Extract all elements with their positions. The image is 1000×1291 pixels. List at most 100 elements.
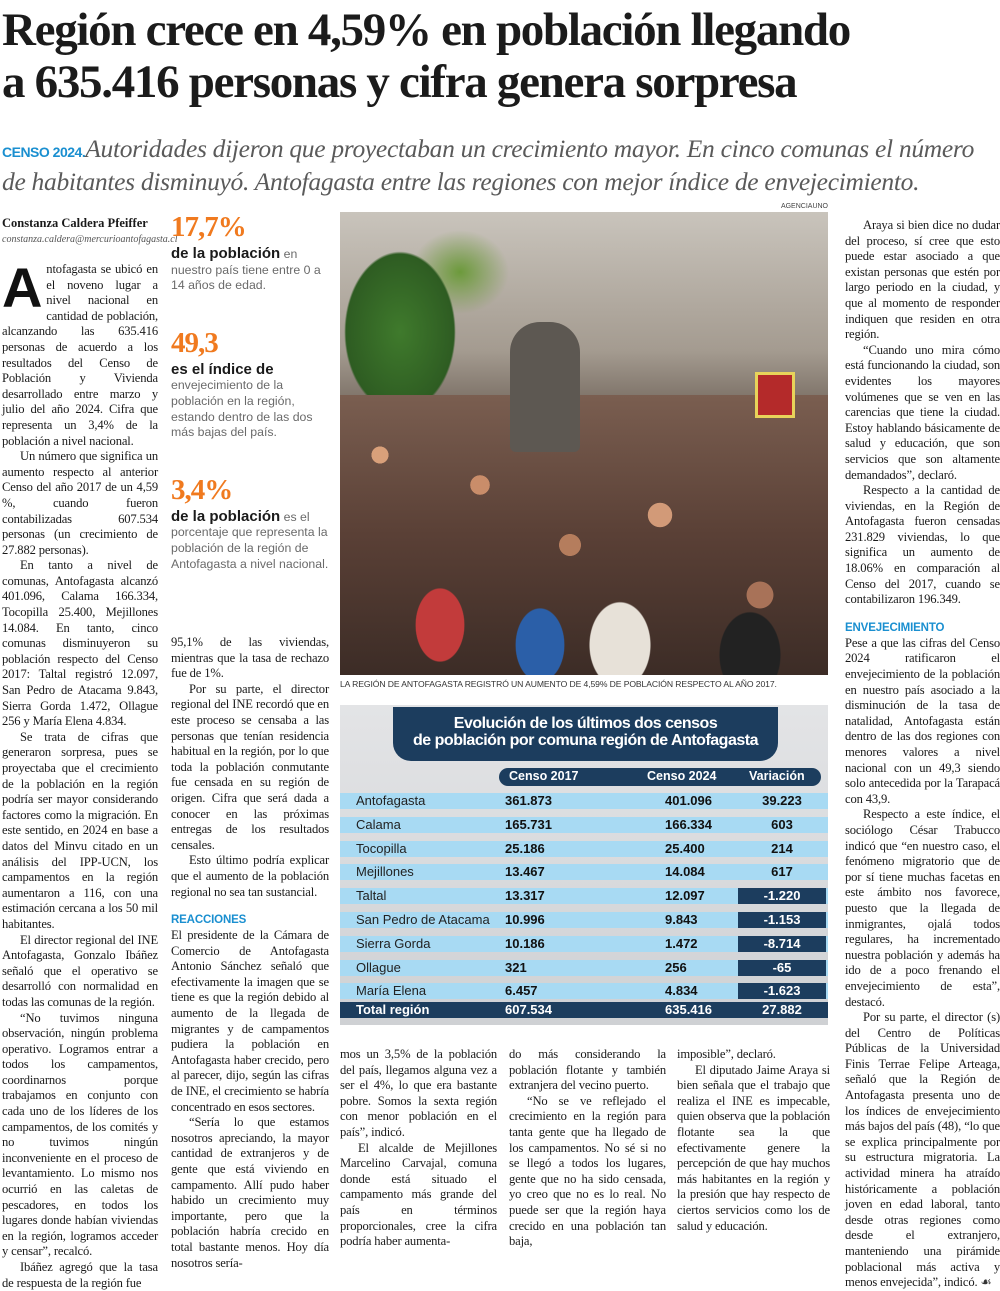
- crowd-photo: [340, 212, 828, 675]
- stat: 49,3 es el índice de envejecimiento de la…: [171, 328, 329, 441]
- paragraph: Pese a que las cifras del Censo 2024 rat…: [845, 636, 1000, 808]
- paragraph-text: “No tuvimos ninguna observación, ningún …: [2, 1010, 158, 1259]
- variacion-cell: 27.882: [762, 1002, 802, 1017]
- paragraph: Ibáñez agregó que la tasa de respuesta d…: [2, 1260, 158, 1291]
- variacion-cell: -8.714: [738, 935, 826, 952]
- column-3: mos un 3,5% de la población del país, ll…: [340, 1047, 497, 1250]
- paragraph-text: REACCIONES: [171, 914, 247, 927]
- paragraph-text: “Cuando uno mira cómo está funcionando l…: [845, 342, 1000, 482]
- stat-lead: de la población: [171, 245, 281, 262]
- paragraph-text: El presidente de la Cámara de Comercio d…: [171, 928, 329, 1114]
- stat-text: en nuestro país tiene entre 0 a 14 años …: [171, 247, 321, 293]
- paragraph-text: Esto último podría explicar que el aumen…: [171, 853, 329, 899]
- paragraph-text: Se trata de cifras que generaron sorpres…: [2, 729, 158, 931]
- variacion-cell: -1.220: [738, 888, 826, 905]
- paragraph-text: El director regional del INE Antofagasta…: [2, 932, 158, 1009]
- paragraph-text: ENVEJECIMIENTO: [845, 621, 945, 634]
- paragraph: do más considerando la población flotant…: [509, 1047, 666, 1094]
- paragraph-text: do más considerando la población flotant…: [509, 1047, 666, 1093]
- paragraph: El director regional del INE Antofagasta…: [2, 933, 158, 1011]
- paragraph-text: 95,1% de las viviendas, mientras que la …: [171, 635, 329, 681]
- paragraph-text: Por su parte, el director (s) del Centro…: [845, 1010, 1000, 1290]
- paragraph-text: Pese a que las cifras del Censo 2024 rat…: [845, 635, 1000, 806]
- section-heading: REACCIONES: [171, 912, 329, 928]
- table-header: Censo 2017 Censo 2024 Variación: [499, 768, 821, 786]
- stat-text: envejecimiento de la población en la reg…: [171, 378, 313, 440]
- censo-2024-cell: 12.097: [665, 888, 705, 904]
- variacion-cell: -65: [738, 959, 826, 976]
- paragraph: Respecto a la cantidad de viviendas, en …: [845, 483, 1000, 608]
- sign-image: [755, 372, 795, 418]
- variacion-cell: 214: [771, 840, 793, 856]
- variacion-cell: -1.623: [738, 983, 826, 1000]
- paragraph-text: Un número que significa un aumento respe…: [2, 449, 158, 557]
- paragraph: “No tuvimos ninguna observación, ningún …: [2, 1011, 158, 1261]
- censo-2017-cell: 165.731: [505, 816, 552, 832]
- paragraph: Por su parte, el director (s) del Centro…: [845, 1010, 1000, 1291]
- table-row: María Elena 6.457 4.834 -1.623: [340, 983, 828, 1000]
- censo-2024-cell: 401.096: [665, 793, 712, 808]
- paragraph-text: Araya si bien dice no dudar del proceso,…: [845, 218, 1000, 342]
- paragraph: El diputado Jaime Araya si bien señala q…: [677, 1063, 830, 1235]
- table-row: Antofagasta 361.873 401.096 39.223: [340, 793, 828, 809]
- paragraph: Esto último podría explicar que el aumen…: [171, 853, 329, 900]
- crowd-image: [340, 395, 828, 675]
- censo-2024-cell: 25.400: [665, 840, 705, 856]
- stat: 17,7% de la población en nuestro país tie…: [171, 212, 329, 294]
- censo-2024-cell: 9.843: [665, 912, 698, 927]
- table-title: Evolución de los últimos dos censos de po…: [393, 707, 778, 761]
- header-censo-2024: Censo 2024: [647, 769, 717, 783]
- paragraph: mos un 3,5% de la población del país, ll…: [340, 1047, 497, 1141]
- paragraph: El presidente de la Cámara de Comercio d…: [171, 928, 329, 1115]
- paragraph: 95,1% de las viviendas, mientras que la …: [171, 635, 329, 682]
- paragraph: Un número que significa un aumento respe…: [2, 449, 158, 558]
- censo-2017-cell: 25.186: [505, 840, 545, 856]
- table-row: Tocopilla 25.186 25.400 214: [340, 840, 828, 857]
- comuna-cell: Tocopilla: [356, 840, 407, 856]
- censo-2017-cell: 13.317: [505, 888, 545, 904]
- comuna-cell: Taltal: [356, 888, 387, 904]
- variacion-cell: -1.153: [738, 912, 826, 928]
- paragraph: Respecto a este índice, el sociólogo Cés…: [845, 807, 1000, 1010]
- censo-2024-cell: 4.834: [665, 983, 698, 999]
- paragraph-text: Respecto a la cantidad de viviendas, en …: [845, 483, 1000, 607]
- comuna-cell: María Elena: [356, 983, 427, 999]
- deck-text: Autoridades dijeron que proyectaban un c…: [2, 134, 975, 196]
- censo-2017-cell: 10.186: [505, 935, 545, 951]
- photo-caption: LA REGIÓN DE ANTOFAGASTA REGISTRÓ UN AUM…: [340, 679, 777, 689]
- column-6: Araya si bien dice no dudar del proceso,…: [845, 218, 1000, 1291]
- paragraph-text: ntofagasta se ubicó en el noveno lugar a…: [2, 262, 158, 448]
- stat-lead: de la población: [171, 507, 281, 525]
- stat-number: 17,7%: [171, 211, 247, 243]
- censo-2017-cell: 361.873: [505, 793, 552, 808]
- column-5: imposible”, declaró. El diputado Jaime Ar…: [677, 1047, 830, 1234]
- author: Constanza Caldera Pfeiffer: [2, 216, 148, 230]
- paragraph-text: Ibáñez agregó que la tasa de respuesta d…: [2, 1260, 158, 1290]
- paragraph: Se trata de cifras que generaron sorpres…: [2, 730, 158, 933]
- byline: Constanza Caldera Pfeiffer constanza.cal…: [2, 216, 178, 245]
- paragraph-text: El diputado Jaime Araya si bien señala q…: [677, 1062, 830, 1233]
- censo-2024-cell: 1.472: [665, 935, 698, 951]
- stat-text: es el porcentaje que representa la pobla…: [171, 509, 329, 571]
- paragraph: “No se ve reflejado el crecimiento en la…: [509, 1094, 666, 1250]
- table-row: Sierra Gorda 10.186 1.472 -8.714: [340, 935, 828, 952]
- table-row: Mejillones 13.467 14.084 617: [340, 864, 828, 881]
- censo-2017-cell: 6.457: [505, 983, 538, 999]
- stats-sidebar: 17,7% de la población en nuestro país tie…: [171, 212, 329, 606]
- paragraph-text: Por su parte, el director regional del I…: [171, 681, 329, 852]
- paragraph-text: “No se ve reflejado el crecimiento en la…: [509, 1093, 666, 1249]
- censo-2017-cell: 321: [505, 959, 527, 975]
- photo-credit: AGENCIAUNO: [780, 203, 828, 210]
- stat-lead: es el índice de: [171, 360, 274, 378]
- headline: Región crece en 4,59% en población llega…: [2, 4, 1000, 108]
- censo-2024-cell: 14.084: [665, 864, 705, 880]
- paragraph: El alcalde de Mejillones Marcelino Carva…: [340, 1141, 497, 1250]
- paragraph-text: El alcalde de Mejillones Marcelino Carva…: [340, 1140, 497, 1249]
- variacion-cell: 39.223: [762, 793, 802, 808]
- end-mark-icon: ☙: [980, 1275, 992, 1290]
- censo-2017-cell: 607.534: [505, 1002, 552, 1017]
- paragraph-text: imposible”, declaró.: [677, 1047, 776, 1061]
- author-email[interactable]: constanza.caldera@mercurioantofagasta.cl: [2, 234, 178, 245]
